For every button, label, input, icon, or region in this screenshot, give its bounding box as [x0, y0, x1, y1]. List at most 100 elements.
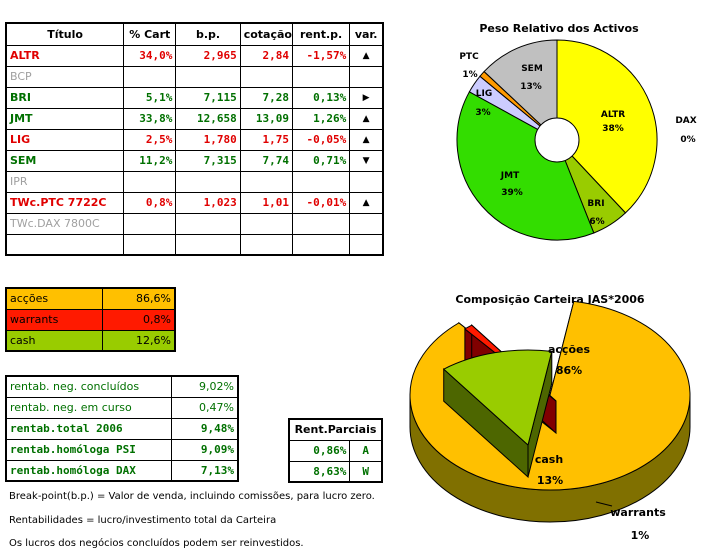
slice-label-sem: SEM	[521, 64, 543, 74]
slice-label-ptc: PTC	[459, 52, 479, 62]
partial-value: 8,63%	[288, 460, 351, 483]
cell-rent	[291, 212, 351, 235]
cell-quote	[239, 212, 293, 235]
partial-returns-table: Rent.Parciais 0,86% A 8,63% W	[288, 418, 383, 483]
trend-empty	[349, 212, 384, 235]
col-header-rent: rent.p.	[291, 22, 351, 46]
trend-up-icon: ▲	[349, 128, 384, 151]
chart1-slices	[456, 39, 658, 241]
cell-quote: 1,01	[239, 191, 293, 214]
composition-chart: Composição Carteira JAS*2006 acções 86% wa…	[409, 293, 691, 542]
slice-value-jmt: 39%	[501, 188, 523, 198]
slice-value-accoes: 86%	[556, 364, 582, 377]
returns-value: 7,13%	[171, 459, 239, 482]
cell-pct	[123, 233, 177, 256]
slice-label-jmt: JMT	[500, 171, 520, 181]
portfolio-row: SEM 11,2% 7,315 7,74 0,71% ▼	[5, 149, 384, 172]
chart1-title: Peso Relativo dos Activos	[479, 22, 639, 35]
cell-pct: 2,5%	[123, 128, 177, 151]
slice-jmt	[456, 91, 595, 241]
returns-label: rentab.homóloga PSI	[5, 438, 173, 461]
returns-row: rentab. neg. em curso 0,47%	[5, 396, 239, 419]
partial-value: 0,86%	[288, 439, 351, 462]
returns-table: rentab. neg. concluídos 9,02% rentab. ne…	[5, 375, 239, 482]
chart2-labels: acções 86% warrants 1% cash 13%	[535, 343, 666, 542]
cell-quote	[239, 233, 293, 256]
trend-empty	[349, 65, 384, 88]
slice-value-warrants: 1%	[631, 529, 650, 542]
slice-value-lig: 3%	[475, 108, 490, 118]
cell-rent: 1,26%	[291, 107, 351, 130]
cell-bp	[175, 233, 241, 256]
cell-bp	[175, 212, 241, 235]
trend-down-icon: ▼	[349, 149, 384, 172]
cell-title: TWc.DAX 7800C	[5, 212, 125, 235]
slice-cash	[442, 349, 553, 446]
cell-rent	[291, 170, 351, 193]
partial-header-row: Rent.Parciais	[288, 418, 383, 441]
cell-quote	[239, 170, 293, 193]
slice-value-ptc: 1%	[462, 70, 477, 80]
cell-title: SEM	[5, 149, 125, 172]
allocation-label: acções	[5, 287, 103, 310]
col-header-quote: cotação	[239, 22, 293, 46]
slice-label-lig: LIG	[476, 89, 492, 99]
portfolio-header-row: Título % Cart b.p. cotação rent.p. var.	[5, 22, 384, 46]
portfolio-row: TWc.PTC 7722C 0,8% 1,023 1,01 -0,01% ▲	[5, 191, 384, 214]
cell-pct: 5,1%	[123, 86, 177, 109]
cell-quote	[239, 65, 293, 88]
allocation-value: 12,6%	[101, 329, 176, 352]
returns-row: rentab.total 2006 9,48%	[5, 417, 239, 440]
returns-value: 9,48%	[171, 417, 239, 440]
donut-hole	[534, 117, 580, 163]
cell-quote: 13,09	[239, 107, 293, 130]
portfolio-row: TWc.DAX 7800C	[5, 212, 384, 235]
allocation-row-warrants: warrants 0,8%	[5, 308, 176, 331]
returns-label: rentab.total 2006	[5, 417, 173, 440]
slice-altr	[556, 39, 658, 214]
cell-pct: 0,8%	[123, 191, 177, 214]
col-header-pct: % Cart	[123, 22, 177, 46]
portfolio-row: BRI 5,1% 7,115 7,28 0,13% ▶	[5, 86, 384, 109]
returns-label: rentab. neg. concluídos	[5, 375, 173, 398]
returns-row: rentab. neg. concluídos 9,02%	[5, 375, 239, 398]
cell-title: JMT	[5, 107, 125, 130]
slice-value-dax: 0%	[680, 135, 695, 145]
allocation-label: warrants	[5, 308, 103, 331]
partial-row: 8,63% W	[288, 460, 383, 483]
note-breakpoint: Break-point(b.p.) = Valor de venda, incl…	[9, 491, 375, 502]
allocation-value: 86,6%	[101, 287, 176, 310]
slice-label-bri: BRI	[587, 199, 604, 209]
trend-empty	[349, 170, 384, 193]
cell-quote: 1,75	[239, 128, 293, 151]
partial-sign: A	[349, 439, 383, 462]
cell-rent: 0,13%	[291, 86, 351, 109]
slice-label-cash: cash	[535, 453, 563, 466]
cell-title: ALTR	[5, 44, 125, 67]
cell-bp: 2,965	[175, 44, 241, 67]
trend-up-icon: ▲	[349, 44, 384, 67]
allocation-row-acoes: acções 86,6%	[5, 287, 176, 310]
trend-up-icon: ▲	[349, 107, 384, 130]
slice-label-warrants: warrants	[610, 506, 666, 519]
cell-bp	[175, 65, 241, 88]
note-returns: Rentabilidades = lucro/investimento tota…	[9, 515, 277, 526]
cell-bp: 7,315	[175, 149, 241, 172]
col-header-bp: b.p.	[175, 22, 241, 46]
cell-pct	[123, 65, 177, 88]
warrants-leader-line	[595, 501, 613, 507]
cell-bp: 7,115	[175, 86, 241, 109]
returns-row: rentab.homóloga PSI 9,09%	[5, 438, 239, 461]
relative-weight-chart: Peso Relativo dos Activos ALTR 38% DAX 0% BR…	[456, 22, 697, 241]
trend-right-icon: ▶	[349, 86, 384, 109]
portfolio-row	[5, 233, 384, 256]
partial-row: 0,86% A	[288, 439, 383, 462]
slice-value-altr: 38%	[602, 124, 624, 134]
cell-rent	[291, 233, 351, 256]
cell-title	[5, 233, 125, 256]
cell-title: BCP	[5, 65, 125, 88]
cell-pct	[123, 170, 177, 193]
slice-sem	[483, 39, 558, 142]
cell-title: TWc.PTC 7722C	[5, 191, 125, 214]
trend-up-icon: ▲	[349, 191, 384, 214]
